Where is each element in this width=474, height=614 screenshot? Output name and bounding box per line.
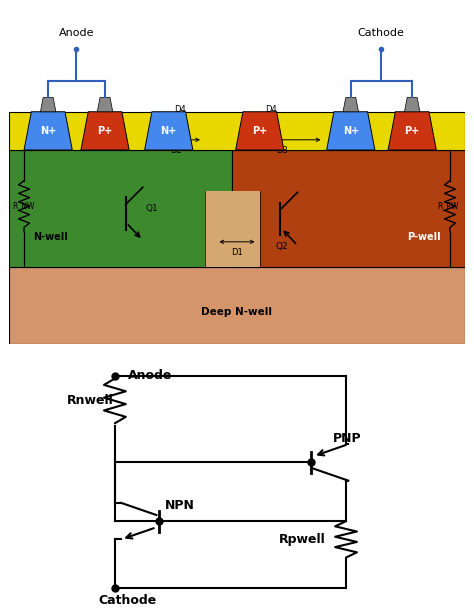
Bar [232, 150, 465, 267]
Text: Deep N-well: Deep N-well [201, 307, 273, 317]
Bar [9, 112, 465, 150]
Text: D2: D2 [170, 146, 182, 155]
Text: N+: N+ [40, 126, 56, 136]
Polygon shape [236, 112, 284, 150]
Text: N+: N+ [343, 126, 359, 136]
Text: Anode: Anode [128, 369, 173, 382]
Text: N+: N+ [161, 126, 177, 136]
Polygon shape [97, 98, 113, 112]
Polygon shape [24, 112, 72, 150]
Text: P+: P+ [252, 126, 267, 136]
Text: Q2: Q2 [276, 243, 288, 251]
Polygon shape [343, 98, 358, 112]
Text: Cathode: Cathode [99, 594, 157, 607]
Polygon shape [81, 112, 129, 150]
Text: P+: P+ [98, 126, 113, 136]
Bar [205, 191, 260, 267]
Polygon shape [145, 112, 193, 150]
Text: Rnwell: Rnwell [67, 394, 114, 407]
Bar [9, 267, 465, 344]
Polygon shape [40, 98, 56, 112]
Text: P+: P+ [405, 126, 420, 136]
Polygon shape [327, 112, 375, 150]
Text: P-well: P-well [407, 231, 440, 242]
Bar [9, 150, 232, 267]
Polygon shape [404, 98, 420, 112]
Text: Cathode: Cathode [358, 28, 405, 37]
Text: D1: D1 [231, 249, 243, 257]
Text: D4: D4 [174, 105, 185, 114]
Text: N-well: N-well [33, 231, 68, 242]
Text: Anode: Anode [59, 28, 94, 37]
Text: NPN: NPN [165, 499, 195, 512]
Text: R_PW: R_PW [437, 201, 458, 211]
Polygon shape [388, 112, 436, 150]
Text: Rpwell: Rpwell [278, 533, 325, 546]
Text: PNP: PNP [333, 432, 362, 445]
Text: Q1: Q1 [146, 204, 159, 213]
Text: D3: D3 [276, 146, 288, 155]
Text: R_NW: R_NW [12, 201, 34, 211]
Text: D4: D4 [265, 105, 277, 114]
